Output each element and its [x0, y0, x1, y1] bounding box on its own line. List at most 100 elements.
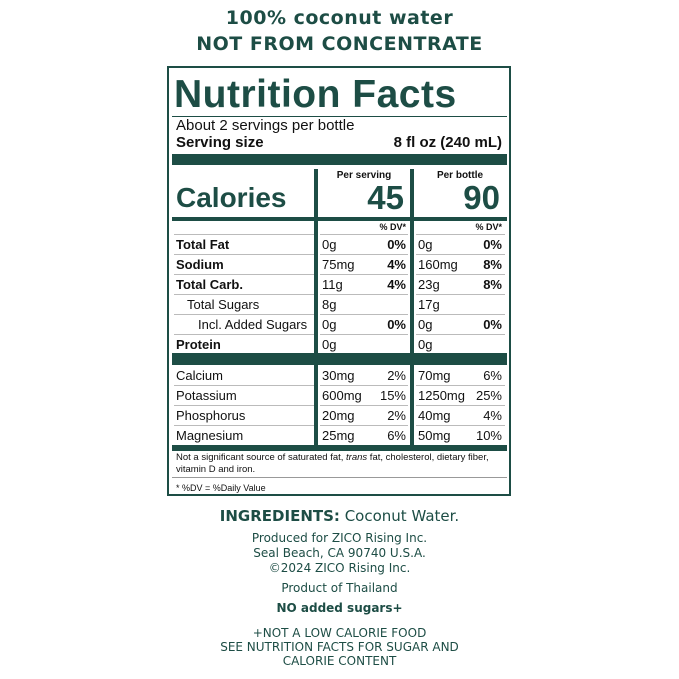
daily-value: 2%	[387, 368, 406, 383]
amount: 8g	[322, 297, 337, 312]
label-box	[167, 66, 511, 496]
daily-value: 2%	[387, 408, 406, 423]
amount: 20mg	[322, 408, 355, 423]
amount: 0g	[418, 317, 433, 332]
dv-note: * %DV = %Daily Value	[176, 483, 266, 493]
dv-heading: % DV*	[475, 222, 502, 232]
calories-value: 90	[463, 179, 500, 216]
rule	[416, 254, 505, 255]
amount: 17g	[418, 297, 440, 312]
rule	[174, 234, 314, 235]
dv-heading: % DV*	[379, 222, 406, 232]
rule	[416, 385, 505, 386]
producer-line: Seal Beach, CA 90740 U.S.A.	[253, 546, 426, 560]
ingredients: INGREDIENTS: Coconut Water.	[0, 509, 679, 524]
nutrient-name: Calcium	[176, 368, 223, 383]
rule	[416, 334, 505, 335]
rule	[172, 353, 507, 365]
ingredients-label: INGREDIENTS:	[219, 507, 340, 525]
rule	[416, 314, 505, 315]
daily-value: 8%	[483, 277, 502, 292]
rule	[172, 217, 507, 221]
disclaimer-line: SEE NUTRITION FACTS FOR SUGAR AND	[220, 640, 459, 654]
amount: 0g	[418, 337, 433, 352]
nutrient-name: Total Fat	[176, 237, 230, 252]
amount: 40mg	[418, 408, 451, 423]
amount: 23g	[418, 277, 440, 292]
nutrient-name: Incl. Added Sugars	[198, 317, 308, 332]
header-line: NOT FROM CONCENTRATE	[196, 33, 483, 55]
amount: 0g	[322, 237, 337, 252]
rule	[314, 169, 318, 446]
rule	[174, 294, 314, 295]
rule	[172, 445, 507, 451]
serving-size: 8 fl oz (240 mL)	[393, 134, 502, 151]
footnote-part: Not a significant source of saturated fa…	[176, 452, 347, 463]
daily-value: 6%	[483, 368, 502, 383]
daily-value: 4%	[387, 277, 406, 292]
rule	[320, 405, 408, 406]
nutrient-name: Phosphorus	[176, 408, 246, 423]
nutrient-name: Sodium	[176, 257, 224, 272]
rule	[172, 154, 507, 165]
rule	[174, 254, 314, 255]
daily-value: 0%	[387, 317, 406, 332]
column-heading: Per serving	[336, 170, 392, 181]
rule	[416, 425, 505, 426]
daily-value: 8%	[483, 257, 502, 272]
calories-value: 45	[367, 179, 404, 216]
amount: 70mg	[418, 368, 451, 383]
rule	[320, 274, 408, 275]
rule	[174, 314, 314, 315]
disclaimer-line: +NOT A LOW CALORIE FOOD	[252, 626, 427, 640]
claim: NO added sugars+	[276, 601, 403, 615]
rule	[320, 314, 408, 315]
producer-line: Produced for ZICO Rising Inc.	[251, 531, 428, 545]
rule	[174, 334, 314, 335]
label-title: Nutrition Facts	[174, 73, 457, 116]
amount: 25mg	[322, 428, 355, 443]
calories-label: Calories	[176, 182, 287, 213]
footnote-part: fat, cholesterol, dietary fiber, vitamin…	[176, 452, 489, 475]
daily-value: 6%	[387, 428, 406, 443]
nutrient-name: Total Sugars	[187, 297, 260, 312]
amount: 11g	[322, 277, 343, 292]
disclaimer-line: CALORIE CONTENT	[282, 654, 397, 668]
amount: 600mg	[322, 388, 362, 403]
nutrient-name: Total Carb.	[176, 277, 243, 292]
nutrient-name: Potassium	[176, 388, 237, 403]
amount: 50mg	[418, 428, 451, 443]
amount: 160mg	[418, 257, 458, 272]
rule	[416, 274, 505, 275]
servings: About 2 servings per bottle	[176, 117, 355, 134]
rule	[174, 425, 314, 426]
amount: 0g	[418, 237, 433, 252]
daily-value: 15%	[379, 388, 406, 403]
rule	[320, 294, 408, 295]
rule	[320, 385, 408, 386]
rule	[320, 334, 408, 335]
amount: 30mg	[322, 368, 355, 383]
ingredients-text: Coconut Water.	[344, 507, 460, 525]
rule	[320, 234, 408, 235]
footnote-part: trans	[346, 452, 368, 463]
rule	[416, 234, 505, 235]
daily-value: 0%	[387, 237, 406, 252]
origin: Product of Thailand	[281, 581, 398, 595]
rule	[416, 405, 505, 406]
nutrient-name: Protein	[176, 337, 221, 352]
rule	[172, 116, 507, 117]
daily-value: 4%	[387, 257, 406, 272]
rule	[174, 274, 314, 275]
rule	[410, 169, 414, 446]
daily-value: 25%	[475, 388, 502, 403]
column-heading: Per bottle	[436, 170, 484, 181]
daily-value: 4%	[483, 408, 502, 423]
rule	[174, 405, 314, 406]
rule	[320, 425, 408, 426]
rule	[320, 254, 408, 255]
amount: 0g	[322, 317, 337, 332]
rule	[174, 385, 314, 386]
amount: 1250mg	[418, 388, 465, 403]
